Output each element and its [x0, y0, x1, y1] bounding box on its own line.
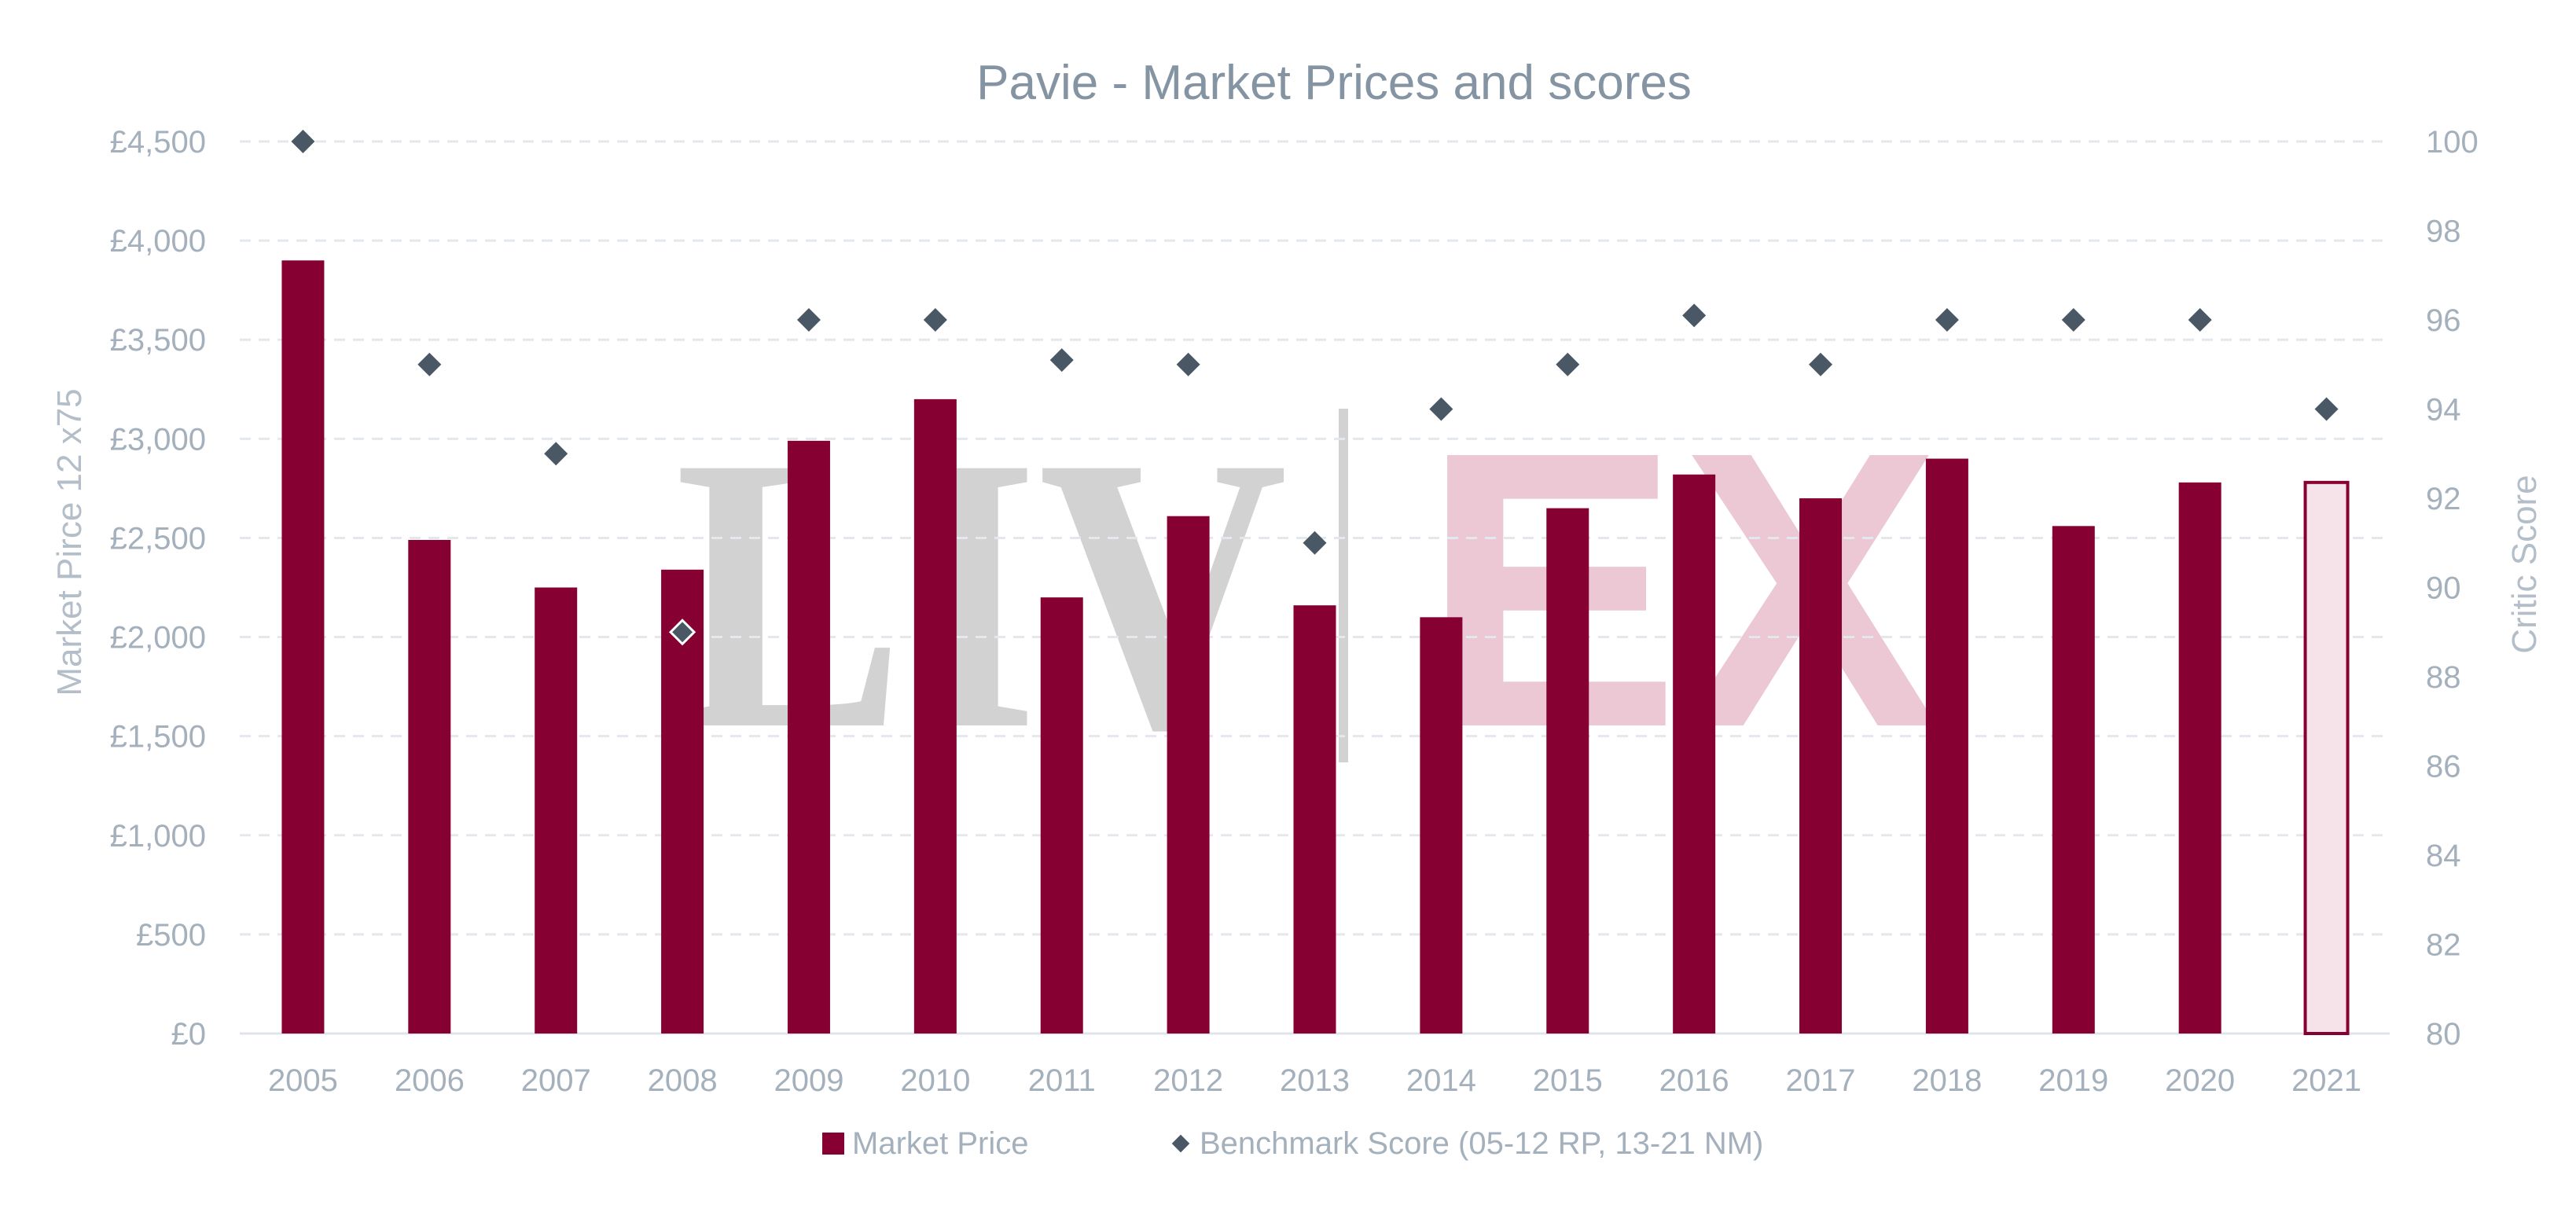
left-tick-label: £4,500: [110, 125, 206, 160]
left-axis-ticks: £0 £500 £1,000 £1,500 £2,000 £2,500 £3,000 £3,5…: [110, 125, 206, 1052]
bar-2019: [2052, 526, 2095, 1034]
score-marker-2016: [1682, 303, 1707, 328]
x-tick-label-2018: 2018: [1912, 1063, 1982, 1098]
right-axis-title: Critic Score: [2505, 475, 2544, 653]
bar-2015: [1546, 508, 1589, 1034]
x-tick-label-2021: 2021: [2291, 1063, 2361, 1098]
left-tick-label: £0: [171, 1017, 207, 1052]
x-tick-label-2013: 2013: [1280, 1063, 1350, 1098]
bar-2005: [281, 260, 325, 1034]
bar-2006: [408, 539, 451, 1034]
score-marker-2018: [1935, 308, 1959, 332]
left-axis-title: Market Pirce 12 x75: [50, 388, 89, 696]
left-tick-label: £1,000: [110, 819, 206, 854]
x-tick-label-2009: 2009: [774, 1063, 843, 1098]
watermark-divider: [1339, 409, 1348, 762]
bar-2007: [535, 587, 578, 1034]
right-tick-label: 96: [2426, 303, 2461, 338]
right-axis-ticks: 80 82 84 86 88 90 92 94 96 98 100: [2426, 125, 2479, 1052]
left-tick-label: £4,000: [110, 224, 206, 259]
x-tick-label-2008: 2008: [648, 1063, 718, 1098]
score-marker-2005: [291, 130, 315, 153]
benchmark-score-markers: [291, 130, 2339, 646]
bar-2012: [1167, 516, 1210, 1034]
left-tick-label: £3,000: [110, 422, 206, 457]
right-tick-label: 84: [2426, 839, 2461, 873]
score-marker-2019: [2061, 308, 2085, 332]
score-marker-2013: [1303, 531, 1327, 555]
legend: Market Price Benchmark Score (05-12 RP, …: [822, 1126, 1763, 1161]
right-tick-label: 92: [2426, 482, 2461, 516]
x-tick-label-2012: 2012: [1153, 1063, 1223, 1098]
right-tick-label: 98: [2426, 215, 2461, 249]
x-tick-label-2016: 2016: [1659, 1063, 1729, 1098]
x-tick-label-2007: 2007: [521, 1063, 591, 1098]
x-tick-label-2006: 2006: [395, 1063, 465, 1098]
right-tick-label: 82: [2426, 928, 2461, 963]
bar-2013: [1293, 605, 1336, 1034]
market-price-bars: [281, 260, 2350, 1035]
score-marker-2007: [544, 442, 568, 466]
legend-label-market-price: Market Price: [852, 1126, 1029, 1161]
right-tick-label: 94: [2426, 393, 2461, 428]
bar-2014: [1420, 617, 1463, 1034]
x-tick-label-2014: 2014: [1406, 1063, 1476, 1098]
bar-2011: [1040, 597, 1083, 1034]
x-tick-label-2010: 2010: [900, 1063, 970, 1098]
right-tick-label: 100: [2426, 125, 2479, 160]
legend-swatch-benchmark-score: [1171, 1134, 1190, 1153]
score-marker-2009: [796, 308, 821, 332]
left-tick-label: £2,000: [110, 621, 206, 655]
score-marker-2008: [668, 619, 696, 646]
right-tick-label: 80: [2426, 1017, 2461, 1052]
left-tick-label: £3,500: [110, 323, 206, 358]
x-tick-label-2005: 2005: [268, 1063, 338, 1098]
left-tick-label: £1,500: [110, 720, 206, 755]
x-tick-label-2020: 2020: [2165, 1063, 2235, 1098]
chart-title: Pavie - Market Prices and scores: [976, 56, 1692, 110]
score-marker-2017: [1809, 352, 1833, 376]
bar-2017: [1799, 498, 1843, 1034]
right-tick-label: 88: [2426, 660, 2461, 695]
x-tick-label-2017: 2017: [1786, 1063, 1856, 1098]
bar-2008: [661, 569, 704, 1034]
bar-2009: [787, 440, 830, 1034]
x-axis-ticks: 2005 2006 2007 2008 2009 2010 2011 2012 2013 2014…: [268, 1063, 2361, 1098]
score-marker-2014: [1429, 397, 1453, 421]
bar-2010: [913, 398, 957, 1034]
x-tick-label-2019: 2019: [2038, 1063, 2108, 1098]
x-tick-label-2015: 2015: [1533, 1063, 1603, 1098]
left-tick-label: £500: [136, 918, 206, 953]
legend-swatch-market-price: [822, 1133, 844, 1155]
score-marker-2011: [1049, 348, 1074, 373]
score-marker-2021: [2314, 397, 2339, 421]
score-marker-2020: [2188, 308, 2212, 332]
bar-2016: [1673, 474, 1716, 1034]
right-tick-label: 86: [2426, 750, 2461, 784]
legend-label-benchmark-score: Benchmark Score (05-12 RP, 13-21 NM): [1200, 1126, 1763, 1161]
score-marker-2006: [417, 352, 442, 376]
score-marker-2012: [1176, 352, 1200, 376]
right-tick-label: 90: [2426, 571, 2461, 606]
score-marker-2015: [1556, 352, 1580, 376]
left-tick-label: £2,500: [110, 521, 206, 556]
bar-2021: [2303, 480, 2350, 1035]
bar-2018: [1925, 458, 1968, 1034]
score-marker-2010: [923, 308, 947, 332]
x-tick-label-2011: 2011: [1028, 1063, 1096, 1098]
bar-2020: [2178, 482, 2221, 1034]
